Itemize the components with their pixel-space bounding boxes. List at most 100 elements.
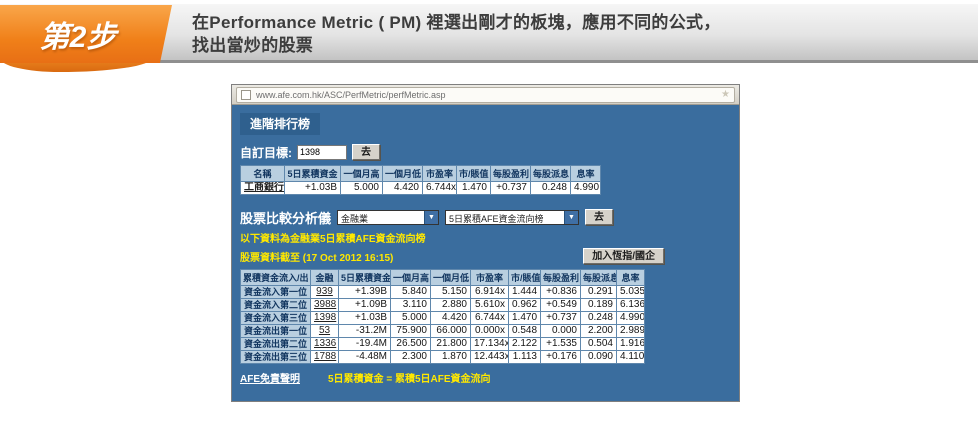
cell: 0.548 xyxy=(508,324,541,338)
cell: 5.840 xyxy=(390,285,431,299)
data-description-note: 以下資料為金融業5日累積AFE資金流向榜 xyxy=(240,234,426,245)
cell: 0.962 xyxy=(508,298,541,312)
comparator-row: 股票比較分析儀 金融業 ▼ 5日累積AFE資金流向榜 ▼ 去 xyxy=(240,209,731,226)
stock-code-link[interactable]: 53 xyxy=(310,324,339,338)
cell: 1.113 xyxy=(508,350,541,364)
column-header: 市/賬值 xyxy=(508,269,541,286)
flow-amount: +1.09B xyxy=(338,298,391,312)
ranking-select[interactable]: 5日累積AFE資金流向榜 ▼ xyxy=(445,209,580,225)
cell: 4.420 xyxy=(382,181,423,195)
header-row: 累積資金流入/出 金融 5日累積資金 一個月高 一個月低 市盈率 市/賬值 每股盈利 每股派息息… xyxy=(240,269,645,286)
stock-code-link[interactable]: 939 xyxy=(310,285,339,299)
table-row: 資金流出第三位 1788 -4.48M 2.300 1.870 12.443x 1.113 +… xyxy=(240,350,645,364)
table-row: 資金流出第二位 1336 -19.4M 26.500 21.800 17.134x 2.12… xyxy=(240,337,645,351)
cell: 6.136 xyxy=(616,298,645,312)
url-field[interactable]: www.afe.com.hk/ASC/PerfMetric/perfMetric… xyxy=(236,86,735,103)
custom-target-input[interactable] xyxy=(297,144,347,160)
cell: 4.990 xyxy=(616,311,645,325)
cell: 2.300 xyxy=(390,350,431,364)
add-index-button[interactable]: 加入恆指/國企 xyxy=(583,248,664,264)
cell: +0.737 xyxy=(540,311,581,325)
column-header: 名稱 xyxy=(240,165,285,182)
stock-name-link[interactable]: 工商銀行 xyxy=(240,181,285,195)
step-badge-label: 第2步 xyxy=(39,21,117,54)
flow-amount: -19.4M xyxy=(338,337,391,351)
cell: 0.504 xyxy=(580,337,617,351)
browser-window: www.afe.com.hk/ASC/PerfMetric/perfMetric… xyxy=(231,84,740,402)
url-text: www.afe.com.hk/ASC/PerfMetric/perfMetric… xyxy=(256,89,446,100)
cell: 6.744x xyxy=(422,181,457,195)
column-header: 市盈率 xyxy=(470,269,509,286)
table-row: 資金流入第三位 1398 +1.03B 5.000 4.420 6.744x 1.470 +0… xyxy=(240,311,645,325)
cell: 0.000 xyxy=(540,324,581,338)
cell: 21.800 xyxy=(430,337,471,351)
cell: 5.035 xyxy=(616,285,645,299)
cell: 5.610x xyxy=(470,298,509,312)
table-row: 資金流出第一位 53 -31.2M 75.900 66.000 0.000x 0.548 0.… xyxy=(240,324,645,338)
instruction-text: 在Performance Metric ( PM) 裡選出剛才的板塊，應用不同的… xyxy=(192,11,721,57)
header-row: 名稱 5日累積資金 一個月高 一個月低 市盈率 市/賬值 每股盈利 每股派息 息率 xyxy=(240,165,601,182)
column-header: 每股派息 xyxy=(530,165,571,182)
cell: 6.914x xyxy=(470,285,509,299)
chevron-down-icon: ▼ xyxy=(564,210,579,224)
cell: 1.470 xyxy=(508,311,541,325)
flow-amount: -4.48M xyxy=(338,350,391,364)
step-banner: 在Performance Metric ( PM) 裡選出剛才的板塊，應用不同的… xyxy=(0,4,978,72)
cell: 1.916 xyxy=(616,337,645,351)
bookmark-star-icon[interactable]: ★ xyxy=(721,88,730,100)
fund-flow-table: 累積資金流入/出 金融 5日累積資金 一個月高 一個月低 市盈率 市/賬值 每股盈利 每股派息息… xyxy=(240,269,645,364)
section-title: 進階排行榜 xyxy=(240,113,321,135)
cell: 2.989 xyxy=(616,324,645,338)
column-header: 息率 xyxy=(570,165,601,182)
cell: 2.880 xyxy=(430,298,471,312)
table-row: 資金流入第二位 3988 +1.09B 3.110 2.880 5.610x 0.962 +0… xyxy=(240,298,645,312)
sector-select[interactable]: 金融業 ▼ xyxy=(337,209,440,225)
cell: 4.990 xyxy=(570,181,601,195)
footer-row: AFE免責聲明 5日累積資金 = 累積5日AFE資金流向 xyxy=(240,370,731,385)
cell: 17.134x xyxy=(470,337,509,351)
flow-rank-label: 資金流入第三位 xyxy=(240,311,311,325)
formula-note: 5日累積資金 = 累積5日AFE資金流向 xyxy=(328,374,491,385)
stock-summary-table: 名稱 5日累積資金 一個月高 一個月低 市盈率 市/賬值 每股盈利 每股派息 息率 工商銀行 +1.… xyxy=(240,165,601,195)
stock-code-link[interactable]: 3988 xyxy=(310,298,339,312)
cell: 4.420 xyxy=(430,311,471,325)
cell: +0.176 xyxy=(540,350,581,364)
cell: 0.189 xyxy=(580,298,617,312)
cell: 4.110 xyxy=(616,350,645,364)
custom-target-go-button[interactable]: 去 xyxy=(352,144,380,160)
cell: 2.122 xyxy=(508,337,541,351)
stock-code-link[interactable]: 1336 xyxy=(310,337,339,351)
cell: 5.150 xyxy=(430,285,471,299)
cell: 66.000 xyxy=(430,324,471,338)
cell: +0.549 xyxy=(540,298,581,312)
flow-rank-label: 資金流出第一位 xyxy=(240,324,311,338)
column-header: 5日累積資金 xyxy=(338,269,391,286)
instruction-line2: 找出當炒的股票 xyxy=(192,36,314,55)
column-header: 每股盈利 xyxy=(540,269,581,286)
data-timestamp-note: 股票資料截至 (17 Oct 2012 16:15) xyxy=(240,252,394,264)
column-header: 金融 xyxy=(310,269,339,286)
column-header: 息率 xyxy=(616,269,645,286)
cell: 0.000x xyxy=(470,324,509,338)
flow-rank-label: 資金流出第二位 xyxy=(240,337,311,351)
cell: +0.836 xyxy=(540,285,581,299)
comparator-label: 股票比較分析儀 xyxy=(240,210,332,226)
stock-code-link[interactable]: 1398 xyxy=(310,311,339,325)
comparator-go-button[interactable]: 去 xyxy=(585,209,614,225)
cell: 12.443x xyxy=(470,350,509,364)
custom-target-row: 自訂目標: 去 xyxy=(240,144,731,160)
disclaimer-link[interactable]: AFE免責聲明 xyxy=(240,374,300,385)
cell: 6.744x xyxy=(470,311,509,325)
browser-address-bar: www.afe.com.hk/ASC/PerfMetric/perfMetric… xyxy=(232,85,739,105)
flow-rank-label: 資金流入第二位 xyxy=(240,298,311,312)
page-icon xyxy=(241,89,251,100)
custom-target-label: 自訂目標: xyxy=(240,145,292,160)
column-header: 市盈率 xyxy=(422,165,457,182)
cell: 1.470 xyxy=(456,181,491,195)
cell: 0.248 xyxy=(580,311,617,325)
chevron-down-icon: ▼ xyxy=(424,210,439,224)
cell: 1.870 xyxy=(430,350,471,364)
cell: 3.110 xyxy=(390,298,431,312)
stock-code-link[interactable]: 1788 xyxy=(310,350,339,364)
